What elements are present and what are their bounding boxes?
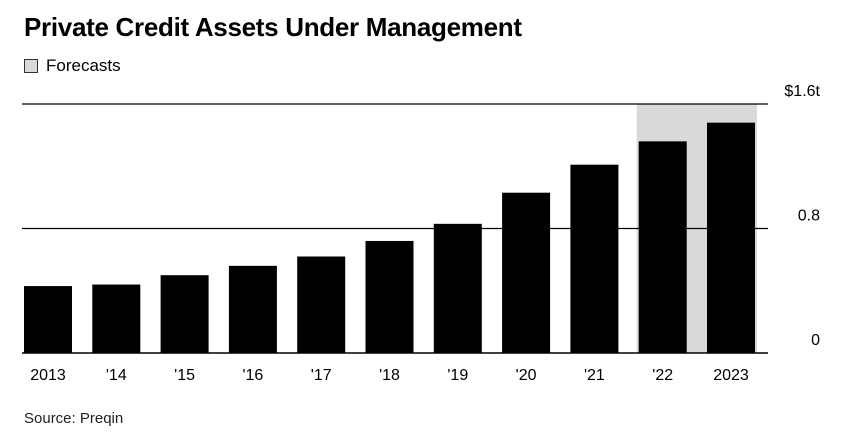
- x-tick-label: '15: [174, 367, 195, 384]
- legend: Forecasts: [24, 56, 121, 76]
- x-tick-label: '21: [584, 367, 605, 384]
- y-tick-label: 0.8: [798, 208, 820, 225]
- legend-label-forecasts: Forecasts: [46, 56, 121, 75]
- bar: [92, 284, 141, 353]
- bar: [570, 164, 619, 353]
- bar: [433, 223, 482, 353]
- x-tick-label: '22: [652, 367, 673, 384]
- bar: [160, 275, 209, 353]
- x-tick-label: '16: [242, 367, 263, 384]
- x-tick-label: '14: [106, 367, 127, 384]
- bar: [638, 141, 687, 353]
- bar: [707, 122, 755, 353]
- x-tick-label: '18: [379, 367, 400, 384]
- bar: [24, 286, 72, 353]
- x-tick-label: 2013: [30, 367, 66, 384]
- bar: [228, 265, 277, 353]
- x-tick-label: '17: [311, 367, 332, 384]
- forecast-swatch-icon: [24, 59, 38, 73]
- x-tick-label: '20: [516, 367, 537, 384]
- x-tick-label: '19: [447, 367, 468, 384]
- y-tick-label: $1.6t: [784, 83, 820, 100]
- source-note: Source: Preqin: [24, 410, 124, 427]
- x-tick-label: 2023: [713, 367, 749, 384]
- bar: [502, 192, 551, 353]
- chart-title: Private Credit Assets Under Management: [24, 12, 522, 42]
- y-tick-label: 0: [811, 332, 820, 349]
- bar: [365, 240, 414, 353]
- bar: [297, 256, 346, 353]
